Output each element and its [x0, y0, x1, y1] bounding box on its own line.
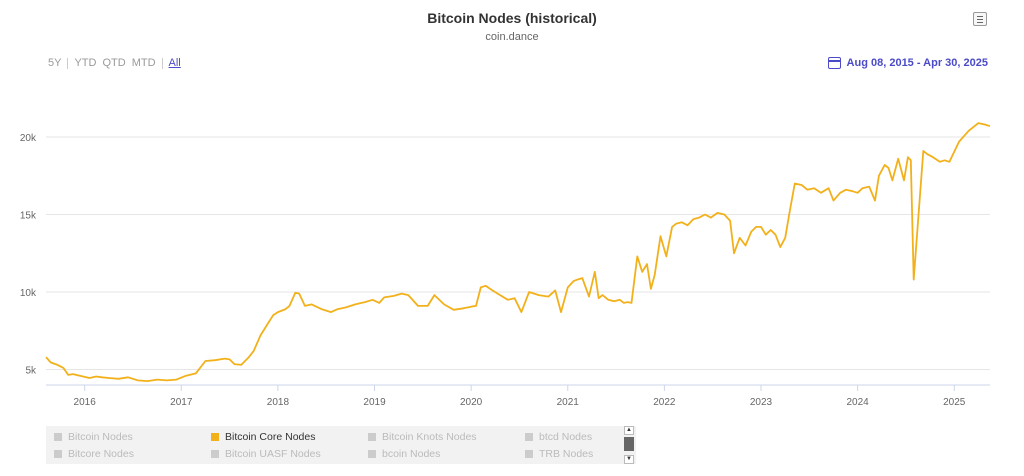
- line-chart: 5k 10k 15k 20k 2016 2017 2018 2019 2020 2021 2022 2…: [20, 122, 991, 408]
- x-tick-label: 2022: [653, 397, 676, 408]
- y-tick-label: 10k: [20, 288, 37, 299]
- series-line-bitcoin-core-nodes: [45, 122, 991, 382]
- x-tick-label: 2025: [943, 397, 966, 408]
- legend-item-bitcore-nodes[interactable]: Bitcore Nodes: [54, 448, 134, 460]
- scroll-down-icon[interactable]: ▼: [624, 455, 634, 464]
- x-tick-label: 2016: [74, 397, 97, 408]
- legend-swatch: [54, 433, 62, 441]
- legend-swatch: [211, 433, 219, 441]
- x-tick-label: 2017: [170, 397, 193, 408]
- legend-item-bitcoin-nodes[interactable]: Bitcoin Nodes: [54, 431, 133, 443]
- legend-scrollbar[interactable]: ▲ ▼: [624, 426, 634, 464]
- legend-swatch: [525, 450, 533, 458]
- menu-icon[interactable]: [973, 12, 987, 26]
- legend-item-bitcoin-knots-nodes[interactable]: Bitcoin Knots Nodes: [368, 431, 477, 443]
- legend-item-btcd-nodes[interactable]: btcd Nodes: [525, 431, 592, 443]
- range-selector: 5Y YTD QTD MTD All: [48, 57, 187, 69]
- legend-swatch: [368, 450, 376, 458]
- range-divider: [161, 57, 163, 69]
- x-tick-label: 2023: [750, 397, 773, 408]
- range-ytd-button[interactable]: YTD: [74, 57, 97, 69]
- legend-item-bcoin-nodes[interactable]: bcoin Nodes: [368, 448, 440, 460]
- y-tick-label: 15k: [20, 211, 37, 222]
- range-5y-button[interactable]: 5Y: [48, 57, 62, 69]
- scroll-up-icon[interactable]: ▲: [624, 426, 634, 435]
- range-divider: [67, 57, 69, 69]
- x-tick-label: 2020: [460, 397, 483, 408]
- x-tick-label: 2024: [847, 397, 870, 408]
- legend-swatch: [211, 450, 219, 458]
- scroll-thumb[interactable]: [624, 437, 634, 451]
- legend-swatch: [368, 433, 376, 441]
- range-all-button[interactable]: All: [168, 57, 181, 69]
- legend-swatch: [54, 450, 62, 458]
- legend-item-trb-nodes[interactable]: TRB Nodes: [525, 448, 593, 460]
- legend-item-bitcoin-core-nodes[interactable]: Bitcoin Core Nodes: [211, 431, 315, 443]
- y-tick-label: 20k: [20, 133, 37, 144]
- date-range-picker[interactable]: Aug 08, 2015 - Apr 30, 2025: [827, 57, 988, 69]
- range-mtd-button[interactable]: MTD: [131, 57, 156, 69]
- legend: Bitcoin Nodes Bitcoin Core Nodes Bitcoin…: [46, 426, 636, 464]
- chart-title: Bitcoin Nodes (historical): [427, 10, 597, 26]
- x-tick-label: 2019: [363, 397, 386, 408]
- y-tick-label: 5k: [25, 366, 37, 377]
- legend-item-bitcoin-uasf-nodes[interactable]: Bitcoin UASF Nodes: [211, 448, 321, 460]
- range-qtd-button[interactable]: QTD: [102, 57, 126, 69]
- date-range-label: Aug 08, 2015 - Apr 30, 2025: [846, 57, 988, 69]
- x-tick-label: 2021: [557, 397, 580, 408]
- legend-swatch: [525, 433, 533, 441]
- chart-subtitle: coin.dance: [485, 31, 539, 43]
- x-tick-label: 2018: [267, 397, 290, 408]
- calendar-icon: [827, 57, 841, 69]
